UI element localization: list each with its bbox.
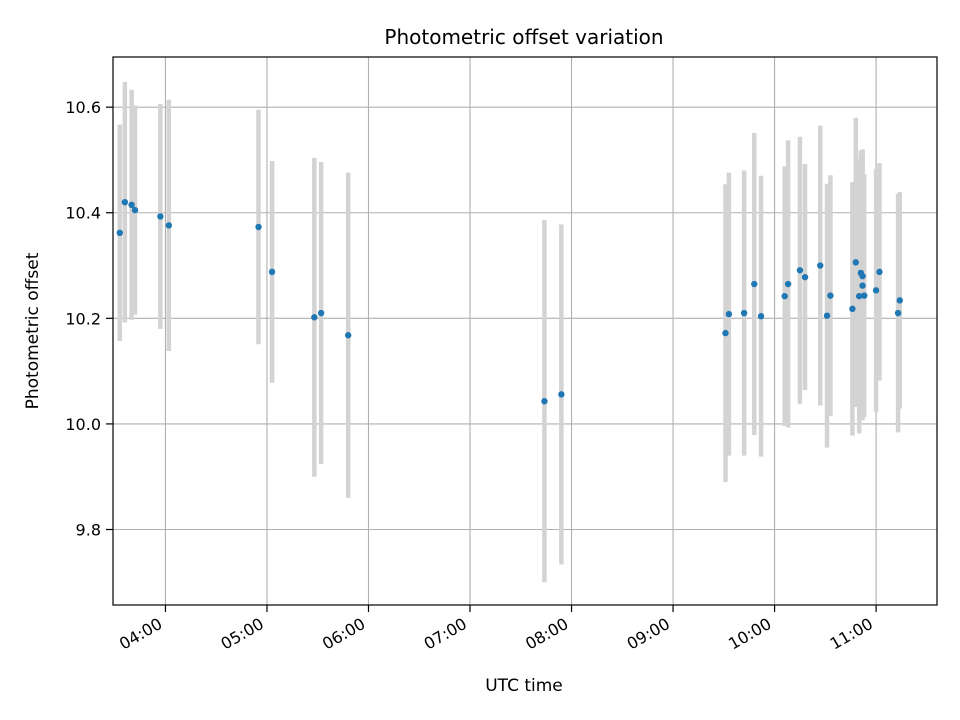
chart-title: Photometric offset variation <box>384 25 663 49</box>
data-point <box>817 262 824 269</box>
data-point <box>827 292 834 299</box>
data-point <box>852 259 859 266</box>
data-point <box>757 313 765 320</box>
data-point <box>165 222 173 229</box>
data-point <box>121 198 129 206</box>
data-point <box>801 273 809 281</box>
data-point <box>344 332 352 339</box>
y-tick-label: 10.2 <box>65 309 101 328</box>
data-point <box>896 297 903 304</box>
y-axis-ticks: 9.8 10.0 10.2 10.4 10.6 <box>65 98 113 540</box>
data-point <box>781 292 788 300</box>
y-tick-label: 9.8 <box>76 521 101 540</box>
plot-frame <box>112 56 938 606</box>
data-point <box>541 398 548 405</box>
data-point <box>876 268 883 276</box>
data-point <box>116 229 123 237</box>
data-point <box>558 391 565 398</box>
data-point <box>255 223 262 231</box>
data-point <box>128 201 135 209</box>
y-tick-label: 10.4 <box>65 204 101 223</box>
y-tick-label: 10.0 <box>65 415 101 434</box>
data-point <box>725 310 733 318</box>
data-point <box>722 329 729 337</box>
data-point <box>268 268 276 276</box>
data-point <box>859 272 866 280</box>
data-point <box>131 206 139 214</box>
y-axis-label: Photometric offset <box>23 252 43 409</box>
data-point <box>859 282 866 289</box>
data-point <box>740 309 748 317</box>
data-point <box>796 267 804 274</box>
data-point <box>311 314 318 321</box>
data-point <box>872 287 880 294</box>
data-point <box>317 309 325 317</box>
data-points <box>116 198 903 405</box>
data-point <box>157 213 164 220</box>
data-point <box>751 280 758 288</box>
data-point <box>823 312 831 319</box>
data-point <box>861 292 868 299</box>
grid-lines <box>113 57 937 605</box>
data-point <box>784 280 792 288</box>
y-tick-label: 10.6 <box>65 98 101 117</box>
x-axis-label: UTC time <box>485 676 563 696</box>
data-point <box>849 305 856 313</box>
data-point <box>894 309 902 317</box>
data-point <box>855 292 863 300</box>
